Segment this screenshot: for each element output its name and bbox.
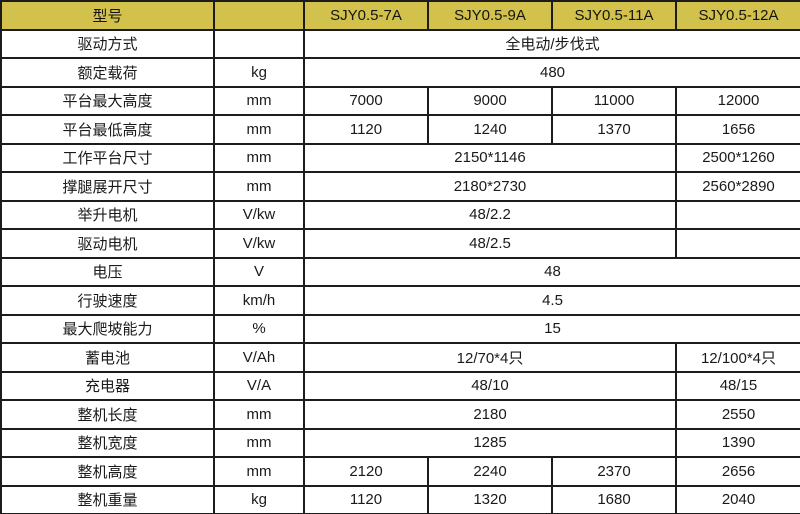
- value-cell: 1370: [551, 114, 677, 145]
- value-cell: 480: [303, 57, 800, 88]
- spec-table-body: 驱动方式 全电动/步伐式 额定载荷 kg 480 平台最大高度 mm 7000 9000 1100…: [0, 28, 800, 514]
- value-cell: 2180: [303, 399, 677, 430]
- table-row: 蓄电池 V/Ah 12/70*4只 12/100*4只: [0, 342, 800, 373]
- value-cell: 2120: [303, 456, 429, 487]
- row-unit: mm: [213, 427, 305, 458]
- table-row: 举升电机 V/kw 48/2.2: [0, 199, 800, 230]
- value-cell: [675, 228, 800, 259]
- table-row: 最大爬坡能力% 15: [0, 313, 800, 344]
- table-row: 行驶速度 km/h 4.5: [0, 285, 800, 316]
- value-cell: 12/70*4只: [303, 342, 677, 373]
- table-row: 电压 V 48: [0, 256, 800, 287]
- value-cell: 1320: [427, 484, 553, 514]
- value-cell: 1120: [303, 114, 429, 145]
- table-row: 工作平台尺寸 mm 2150*1146 2500*1260: [0, 142, 800, 173]
- header-model-label: 型号: [0, 0, 215, 31]
- table-row: 驱动方式 全电动/步伐式: [0, 28, 800, 59]
- column-header-model-3: SJY0.5-11A: [551, 0, 677, 31]
- column-header-model-2: SJY0.5-9A: [427, 0, 553, 31]
- row-label: 举升电机: [0, 199, 215, 230]
- value-cell: 全电动/步伐式: [303, 28, 800, 59]
- value-cell: 12/100*4只: [675, 342, 800, 373]
- value-cell: 1285: [303, 427, 677, 458]
- value-cell: 2150*1146: [303, 142, 677, 173]
- table-row: 驱动电机 V/kw 48/2.5: [0, 228, 800, 259]
- row-label: 平台最低高度: [0, 114, 215, 145]
- table-row: 额定载荷 kg 480: [0, 57, 800, 88]
- value-cell: 7000: [303, 85, 429, 116]
- value-cell: 1390: [675, 427, 800, 458]
- row-unit: V/kw: [213, 199, 305, 230]
- row-label: 工作平台尺寸: [0, 142, 215, 173]
- row-unit: V/kw: [213, 228, 305, 259]
- row-label: 额定载荷: [0, 57, 215, 88]
- value-cell: 9000: [427, 85, 553, 116]
- table-row: 整机重量 kg 1120 1320 1680 2040: [0, 484, 800, 514]
- value-cell: 48/2.2: [303, 199, 677, 230]
- row-label: 驱动方式: [0, 28, 215, 59]
- value-cell: 4.5: [303, 285, 800, 316]
- row-unit: mm: [213, 85, 305, 116]
- row-label: 整机重量: [0, 484, 215, 514]
- row-unit: mm: [213, 399, 305, 430]
- row-unit: mm: [213, 456, 305, 487]
- value-cell: 2656: [675, 456, 800, 487]
- row-label: 行驶速度: [0, 285, 215, 316]
- row-label: 充电器: [0, 370, 215, 401]
- row-label: 整机宽度: [0, 427, 215, 458]
- value-cell: 1120: [303, 484, 429, 514]
- table-row: 平台最大高度 mm 7000 9000 11000 12000: [0, 85, 800, 116]
- row-label: 撑腿展开尺寸: [0, 171, 215, 202]
- value-cell: 2500*1260: [675, 142, 800, 173]
- table-row: 整机高度 mm 2120 2240 2370 2656: [0, 456, 800, 487]
- value-cell: 2040: [675, 484, 800, 514]
- table-row: 整机宽度 mm 1285 1390: [0, 427, 800, 458]
- row-unit: [213, 28, 305, 59]
- row-unit: V: [213, 256, 305, 287]
- row-unit: kg: [213, 484, 305, 514]
- row-label: 最大爬坡能力: [0, 313, 215, 344]
- row-label: 电压: [0, 256, 215, 287]
- row-unit: mm: [213, 171, 305, 202]
- column-header-model-4: SJY0.5-12A: [675, 0, 800, 31]
- header-unit-cell: [213, 0, 305, 31]
- value-cell: 2550: [675, 399, 800, 430]
- value-cell: 48/2.5: [303, 228, 677, 259]
- value-cell: 2240: [427, 456, 553, 487]
- row-label: 平台最大高度: [0, 85, 215, 116]
- row-unit: V/A: [213, 370, 305, 401]
- row-unit: mm: [213, 114, 305, 145]
- value-cell: 48/10: [303, 370, 677, 401]
- row-label: 蓄电池: [0, 342, 215, 373]
- table-row: 整机长度 mm 2180 2550: [0, 399, 800, 430]
- table-row: 平台最低高度 mm 1120 1240 1370 1656: [0, 114, 800, 145]
- row-label: 驱动电机: [0, 228, 215, 259]
- value-cell: 48: [303, 256, 800, 287]
- row-unit: V/Ah: [213, 342, 305, 373]
- value-cell: 1656: [675, 114, 800, 145]
- column-header-model-1: SJY0.5-7A: [303, 0, 429, 31]
- value-cell: 2560*2890: [675, 171, 800, 202]
- row-label: 整机高度: [0, 456, 215, 487]
- row-unit: kg: [213, 57, 305, 88]
- row-unit: mm: [213, 142, 305, 173]
- table-header-row: 型号 SJY0.5-7A SJY0.5-9A SJY0.5-11A SJY0.5…: [0, 0, 800, 31]
- row-label: 整机长度: [0, 399, 215, 430]
- value-cell: 2180*2730: [303, 171, 677, 202]
- table-row: 撑腿展开尺寸 mm 2180*2730 2560*2890: [0, 171, 800, 202]
- value-cell: 2370: [551, 456, 677, 487]
- row-unit: %: [213, 313, 305, 344]
- value-cell: 1240: [427, 114, 553, 145]
- table-row: 充电器 V/A 48/10 48/15: [0, 370, 800, 401]
- value-cell: 11000: [551, 85, 677, 116]
- value-cell: 15: [303, 313, 800, 344]
- value-cell: [675, 199, 800, 230]
- value-cell: 1680: [551, 484, 677, 514]
- value-cell: 48/15: [675, 370, 800, 401]
- value-cell: 12000: [675, 85, 800, 116]
- row-unit: km/h: [213, 285, 305, 316]
